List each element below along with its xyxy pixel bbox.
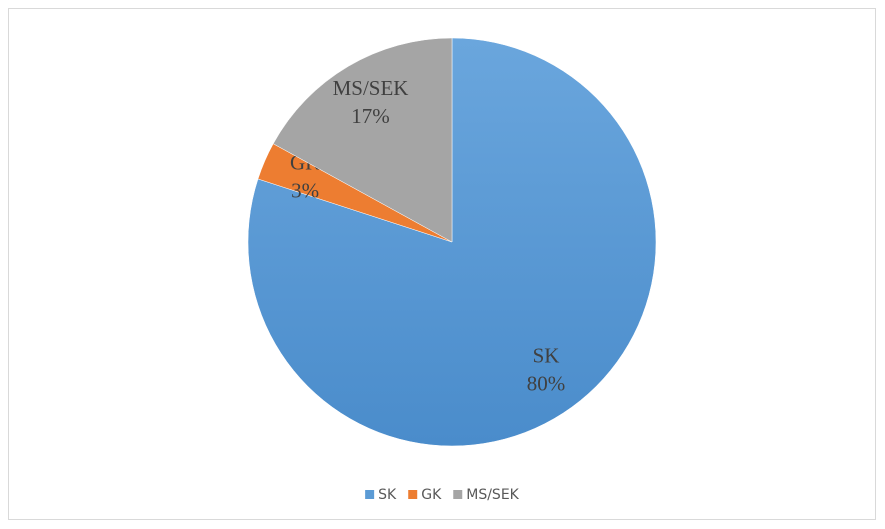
slice-category-label: MS/SEK [333,76,409,100]
legend-swatch [408,490,418,499]
pie-slice [272,37,453,243]
legend-label: MS/SEK [466,487,519,503]
legend: SK GK MS/SEK [365,487,520,503]
slice-value-label: 80% [527,371,566,395]
slice-category-label: SK [533,343,560,367]
slice-value-label: 17% [351,104,390,128]
legend-swatch [453,490,463,499]
legend-label: SK [378,487,397,503]
slice-value-label: 3% [291,178,319,202]
legend-swatch [365,490,375,499]
legend-label: GK [421,487,442,503]
